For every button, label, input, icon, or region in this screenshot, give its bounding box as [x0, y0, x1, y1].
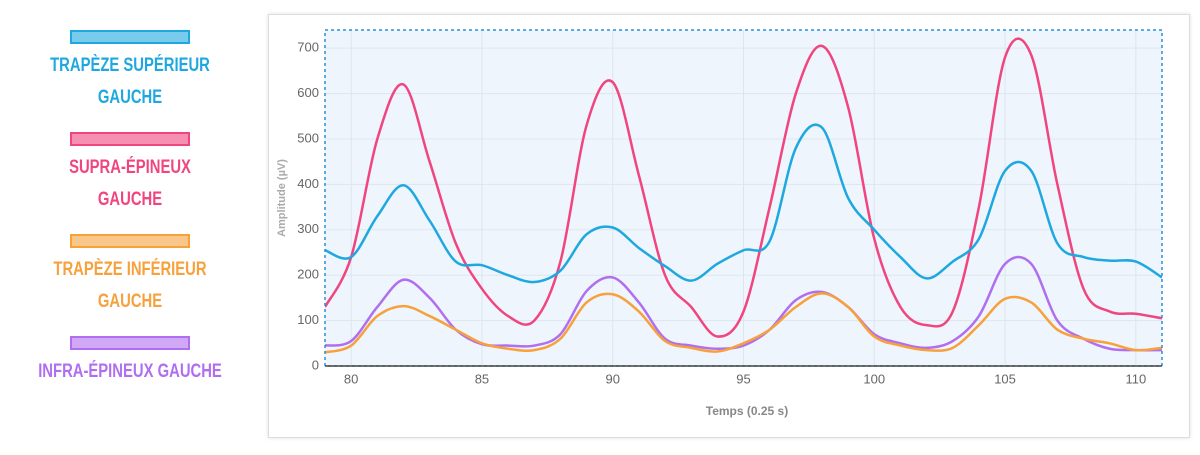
legend-swatch [70, 336, 190, 350]
legend-swatch [70, 30, 190, 44]
x-tick-label: 80 [344, 371, 358, 386]
y-tick-label: 100 [297, 312, 319, 327]
y-tick-label: 600 [297, 85, 319, 100]
legend-swatch [70, 132, 190, 146]
y-tick-label: 500 [297, 130, 319, 145]
x-tick-label: 90 [605, 371, 619, 386]
x-tick-label: 105 [994, 371, 1016, 386]
legend-label: INFRA-ÉPINEUX GAUCHE [38, 361, 222, 382]
series-line [325, 37, 1162, 338]
legend-item: SUPRA-ÉPINEUX GAUCHE [0, 132, 260, 216]
series-line [325, 292, 1162, 354]
chart-card [268, 14, 1190, 438]
x-tick-label: 110 [1125, 371, 1146, 386]
y-tick-label: 0 [312, 357, 319, 372]
legend-swatch [70, 234, 190, 248]
y-tick-label: 300 [297, 221, 319, 236]
y-tick-label: 200 [297, 267, 319, 282]
x-axis-label: Temps (0.25 s) [706, 404, 788, 418]
series-line [325, 123, 1162, 284]
legend-label: SUPRA-ÉPINEUX GAUCHE [69, 157, 191, 210]
x-tick-label: 100 [863, 371, 885, 386]
legend-item: INFRA-ÉPINEUX GAUCHE [0, 336, 260, 388]
x-tick-label: 85 [475, 371, 489, 386]
y-tick-label: 700 [297, 40, 319, 55]
y-tick-label: 400 [297, 176, 319, 191]
legend-item: TRAPÈZE INFÉRIEUR GAUCHE [0, 234, 260, 318]
legend-label: TRAPÈZE SUPÉRIEUR GAUCHE [50, 55, 210, 108]
legend-item: TRAPÈZE SUPÉRIEUR GAUCHE [0, 30, 260, 114]
series-line [325, 255, 1162, 352]
x-tick-label: 95 [736, 371, 750, 386]
y-axis-label: Amplitude (µV) [276, 159, 288, 237]
legend-label: TRAPÈZE INFÉRIEUR GAUCHE [53, 259, 207, 312]
